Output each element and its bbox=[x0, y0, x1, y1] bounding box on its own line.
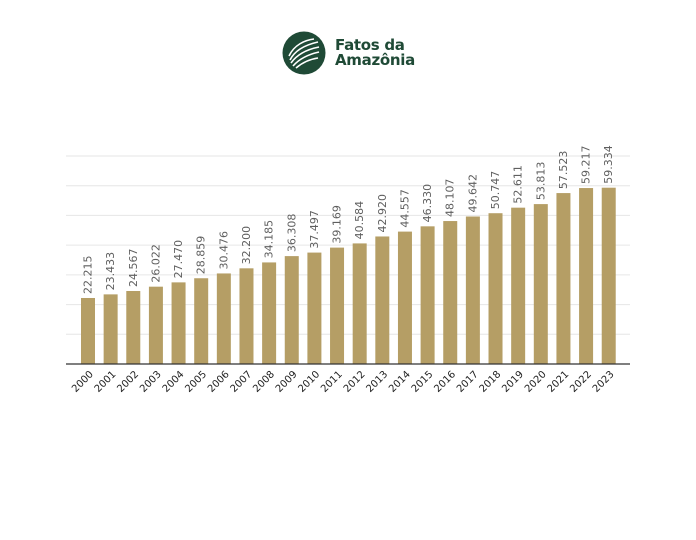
bar-value-label: 22.215 bbox=[82, 255, 95, 294]
bar bbox=[488, 213, 503, 364]
brand-name: Fatos da Amazônia bbox=[335, 38, 415, 68]
x-tick-label: 2000 bbox=[70, 369, 96, 395]
bar-value-label: 26.022 bbox=[149, 244, 162, 283]
bar bbox=[194, 278, 209, 364]
x-tick-label: 2009 bbox=[274, 369, 300, 395]
bar bbox=[239, 268, 254, 364]
bar-value-label: 59.334 bbox=[602, 145, 615, 184]
bar-value-label: 50.747 bbox=[489, 171, 502, 210]
bar-value-label: 32.200 bbox=[240, 226, 253, 265]
bar bbox=[352, 243, 367, 364]
x-tick-label: 2007 bbox=[229, 369, 255, 395]
bar bbox=[262, 262, 277, 364]
x-tick-label: 2015 bbox=[410, 369, 436, 395]
x-tick-label: 2012 bbox=[342, 369, 368, 395]
bar bbox=[307, 252, 322, 364]
bar bbox=[556, 193, 571, 364]
bar-value-label: 46.330 bbox=[421, 184, 434, 223]
bar-value-label: 40.584 bbox=[353, 201, 366, 240]
bar bbox=[375, 236, 390, 364]
x-tick-label: 2019 bbox=[500, 369, 526, 395]
x-tick-label: 2010 bbox=[297, 369, 323, 395]
x-tick-label: 2020 bbox=[523, 369, 549, 395]
x-tick-label: 2003 bbox=[138, 369, 164, 395]
bar-value-label: 39.169 bbox=[331, 205, 344, 244]
bar-value-label: 37.497 bbox=[308, 210, 321, 249]
x-tick-label: 2014 bbox=[387, 369, 413, 395]
bar-value-label: 49.642 bbox=[466, 174, 479, 213]
bar-value-label: 30.476 bbox=[217, 231, 230, 270]
x-tick-label: 2013 bbox=[364, 369, 390, 395]
bar-value-label: 42.920 bbox=[376, 194, 389, 233]
bar-value-label: 44.557 bbox=[398, 189, 411, 228]
bar-value-label: 59.217 bbox=[580, 146, 593, 185]
bar bbox=[601, 187, 616, 364]
bar bbox=[126, 291, 141, 364]
bar-value-label: 36.308 bbox=[285, 214, 298, 253]
bar bbox=[443, 221, 458, 364]
bar-value-label: 53.813 bbox=[534, 162, 547, 201]
bar bbox=[216, 273, 231, 364]
x-tick-label: 2004 bbox=[161, 369, 187, 395]
x-tick-label: 2011 bbox=[319, 369, 345, 395]
x-tick-label: 2016 bbox=[432, 369, 458, 395]
bar bbox=[103, 294, 118, 364]
bar-value-label: 23.433 bbox=[104, 252, 117, 291]
bar bbox=[81, 297, 95, 364]
x-tick-label: 2021 bbox=[546, 369, 572, 395]
brand-name-line1: Fatos da bbox=[335, 36, 405, 54]
bar bbox=[420, 226, 435, 364]
bar bbox=[579, 188, 594, 364]
bar bbox=[465, 216, 480, 364]
x-tick-label: 2018 bbox=[478, 369, 504, 395]
bar bbox=[284, 256, 299, 364]
x-tick-label: 2008 bbox=[251, 369, 277, 395]
bar bbox=[171, 282, 186, 364]
bar-value-label: 34.185 bbox=[263, 220, 276, 259]
x-tick-label: 2001 bbox=[93, 369, 119, 395]
bar bbox=[397, 231, 412, 364]
x-tick-label: 2005 bbox=[183, 369, 209, 395]
x-tick-label: 2017 bbox=[455, 369, 481, 395]
bar-value-label: 57.523 bbox=[557, 151, 570, 190]
bar-value-label: 52.611 bbox=[512, 165, 525, 204]
bar-value-label: 48.107 bbox=[444, 179, 457, 218]
bar-value-label: 24.567 bbox=[127, 249, 140, 288]
brand-name-line2: Amazônia bbox=[335, 51, 415, 69]
x-tick-label: 2002 bbox=[115, 369, 141, 395]
x-tick-label: 2022 bbox=[568, 369, 594, 395]
bar bbox=[533, 204, 548, 364]
brand-logo: Fatos da Amazônia bbox=[281, 29, 415, 77]
x-tick-label: 2006 bbox=[206, 369, 232, 395]
bar-value-label: 28.859 bbox=[195, 236, 208, 275]
bar bbox=[511, 207, 526, 364]
bar-value-label: 27.470 bbox=[172, 240, 185, 279]
bar bbox=[330, 247, 345, 364]
x-tick-label: 2023 bbox=[591, 369, 617, 395]
bar bbox=[148, 286, 163, 364]
leaf-emblem-icon bbox=[282, 31, 326, 75]
